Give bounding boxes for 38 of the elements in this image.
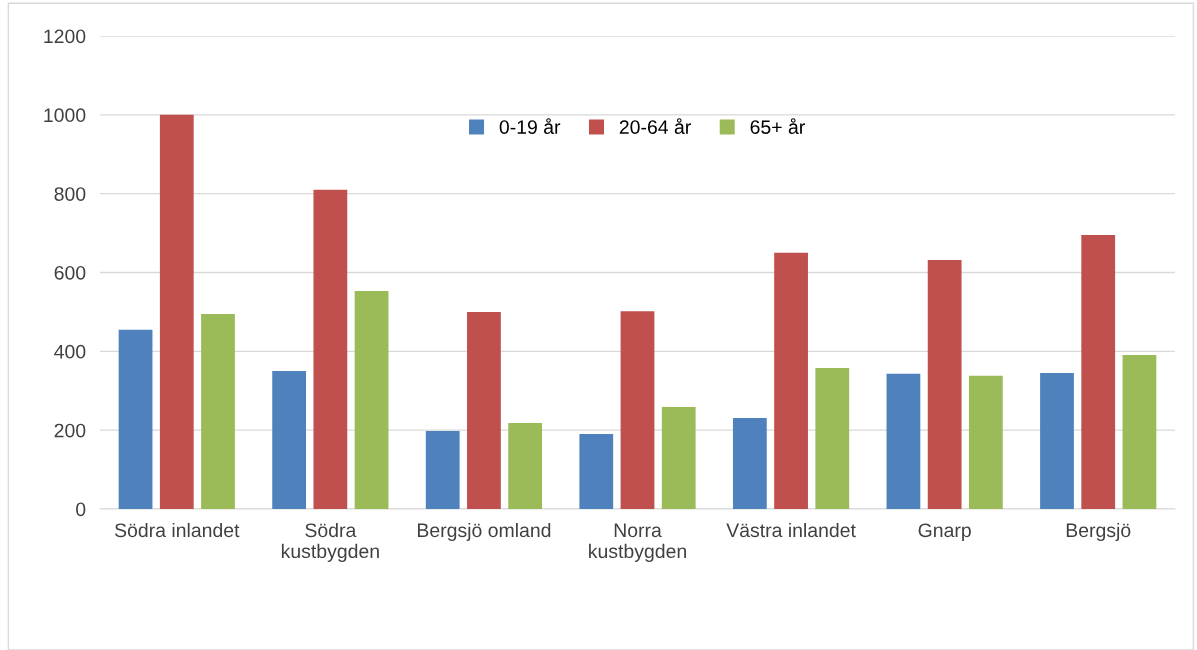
x-tick-label: Bergsjö omland [417,522,551,542]
bar [508,423,543,509]
y-tick-label: 0 [76,502,86,517]
legend-label: 0-19 år [499,118,561,134]
x-tick-label: Södra kustbygden [281,522,379,562]
x-tick-label: Norra kustbygden [589,523,686,562]
bar [732,417,767,509]
y-tick-label: 1000 [44,108,86,123]
bar [1081,235,1116,509]
bar [661,406,696,509]
bar [968,375,1003,509]
y-tick-label: 1200 [44,29,86,44]
bar [118,329,153,509]
bar [313,189,348,509]
y-tick-label: 200 [54,423,86,438]
bar [1122,354,1157,509]
bar [774,252,808,509]
bar [579,434,614,509]
bar [815,367,850,509]
legend-label: 20-64 år [619,118,691,134]
x-tick-label: Bergsjö [1066,522,1131,542]
bar [467,311,501,509]
bar [425,430,460,509]
bar [159,114,194,509]
y-tick-label: 800 [54,187,86,201]
x-tick-label: Västra inlandet [726,522,856,538]
legend-label: 65+ år [750,118,805,134]
x-tick-label: Södra inlandet [114,522,240,538]
x-tick-label: Gnarp [918,523,971,542]
y-tick-label: 600 [54,265,86,280]
bar [620,311,655,509]
bar [886,373,921,509]
bar [1040,373,1074,509]
y-tick-label: 400 [54,344,86,359]
bar [354,291,389,509]
bar [927,259,962,509]
bar [201,313,235,509]
bar [272,371,307,509]
